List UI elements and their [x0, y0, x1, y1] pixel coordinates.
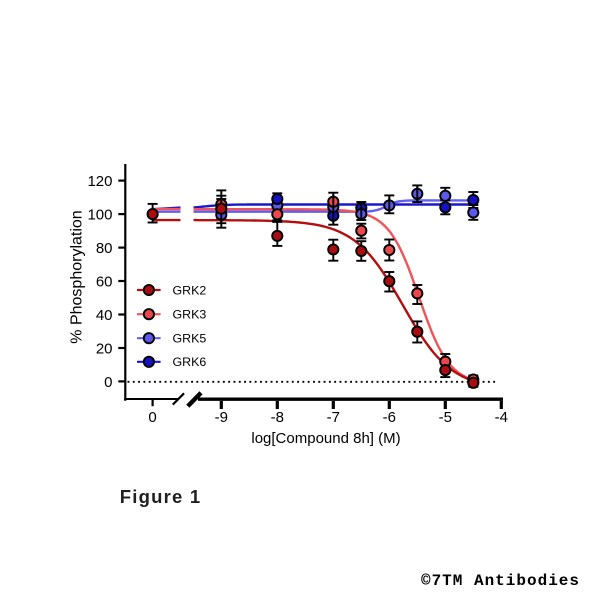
- svg-text:0: 0: [104, 374, 112, 391]
- svg-text:120: 120: [87, 173, 112, 190]
- svg-text:20: 20: [96, 340, 113, 357]
- svg-text:©7TM Antibodies: ©7TM Antibodies: [421, 572, 580, 590]
- svg-text:GRK5: GRK5: [173, 332, 207, 346]
- svg-text:-4: -4: [495, 409, 508, 426]
- svg-text:0: 0: [148, 409, 156, 426]
- svg-text:-5: -5: [439, 409, 452, 426]
- svg-text:80: 80: [96, 240, 113, 257]
- svg-text:60: 60: [96, 273, 113, 290]
- svg-text:log[Compound 8h] (M): log[Compound 8h] (M): [251, 430, 400, 447]
- svg-text:GRK6: GRK6: [173, 355, 207, 369]
- svg-text:-7: -7: [327, 409, 340, 426]
- svg-text:GRK3: GRK3: [173, 308, 207, 322]
- svg-text:-8: -8: [271, 409, 284, 426]
- svg-text:40: 40: [96, 307, 113, 324]
- svg-text:-6: -6: [383, 409, 396, 426]
- svg-text:-9: -9: [215, 409, 228, 426]
- svg-text:% Phosphorylation: % Phosphorylation: [69, 210, 86, 343]
- svg-text:100: 100: [87, 207, 112, 224]
- svg-text:GRK2: GRK2: [173, 283, 207, 297]
- svg-text:Figure 1: Figure 1: [120, 486, 202, 507]
